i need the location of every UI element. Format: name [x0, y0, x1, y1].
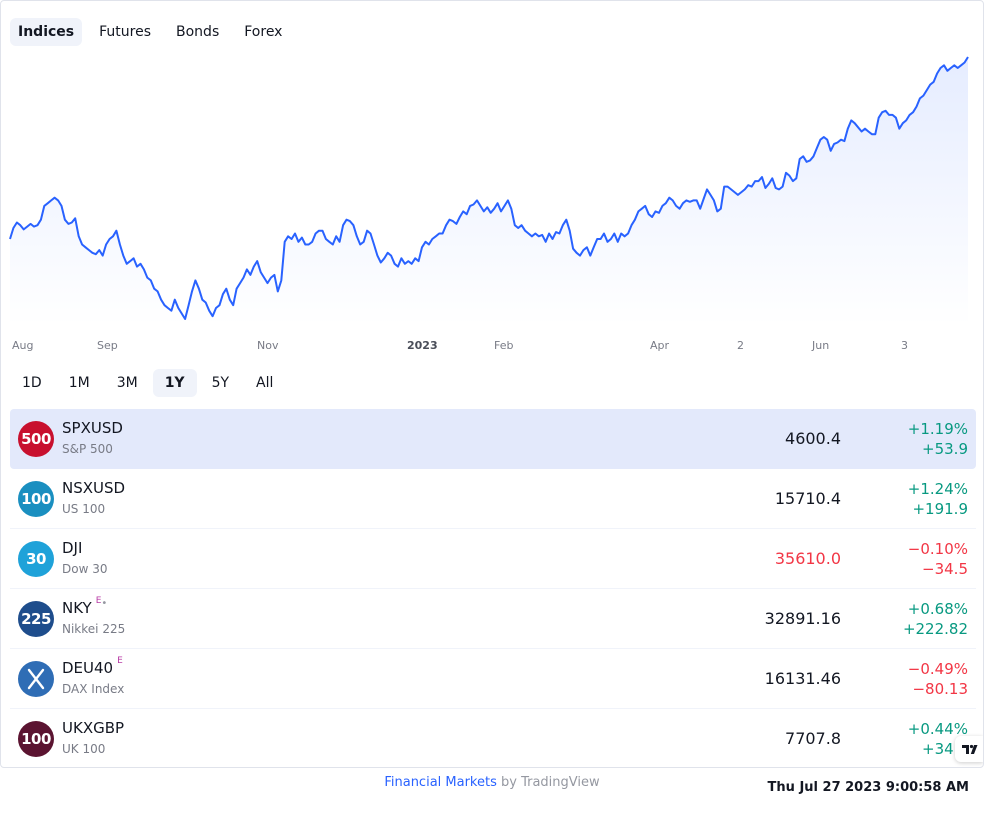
- change-percent: −0.49%: [907, 660, 968, 678]
- symbol-ticker: NKY: [62, 599, 92, 617]
- change-absolute: +53.9: [922, 440, 968, 458]
- financial-markets-link[interactable]: Financial Markets: [384, 775, 497, 790]
- symbol-ticker: UKXGBP: [62, 719, 125, 737]
- nikkei-logo-icon: 225: [18, 601, 54, 637]
- range-1d[interactable]: 1D: [22, 375, 42, 391]
- symbol-price: 7707.8: [785, 729, 841, 748]
- x-tick-label: Apr: [650, 339, 670, 352]
- tab-bonds[interactable]: Bonds: [176, 24, 220, 40]
- change-percent: +1.19%: [907, 420, 968, 438]
- symbol-list: 500 SPXUSD S&P 500 4600.4 +1.19% +53.9 1…: [10, 409, 976, 767]
- symbol-row-nsxusd[interactable]: 100 NSXUSD US 100 15710.4 +1.24% +191.9: [10, 469, 976, 529]
- tab-forex[interactable]: Forex: [244, 24, 283, 40]
- symbol-change: +1.24% +191.9: [908, 479, 968, 519]
- range-selector: 1D 1M 3M 1Y 5Y All: [10, 369, 288, 397]
- range-3m[interactable]: 3M: [116, 375, 138, 391]
- symbol-name: SPXUSD: [62, 419, 123, 437]
- symbol-change: +1.19% +53.9: [908, 419, 968, 459]
- tab-futures[interactable]: Futures: [99, 24, 152, 40]
- delayed-badge: E: [117, 656, 123, 666]
- tradingview-logo-glyph: [962, 744, 978, 754]
- range-all[interactable]: All: [256, 375, 274, 391]
- x-tick-label: Nov: [257, 339, 279, 352]
- spx-logo-icon: 500: [18, 421, 54, 457]
- range-5y[interactable]: 5Y: [211, 375, 230, 391]
- change-absolute: +191.9: [912, 500, 968, 518]
- change-percent: +0.44%: [907, 720, 968, 738]
- dax-x-icon: [18, 661, 54, 697]
- symbol-ticker: DJI: [62, 539, 83, 557]
- change-absolute: −80.13: [912, 680, 968, 698]
- symbol-price: 32891.16: [764, 609, 841, 628]
- attribution-footer: Financial Markets by TradingView: [0, 775, 984, 790]
- market-tabs: Indices Futures Bonds Forex: [10, 18, 299, 46]
- tab-indices[interactable]: Indices: [10, 18, 83, 46]
- x-tick-label: 3: [901, 339, 908, 352]
- symbol-name: DJI: [62, 539, 82, 557]
- symbol-description: Dow 30: [62, 562, 108, 576]
- symbol-name: NSXUSD: [62, 479, 125, 497]
- change-percent: +1.24%: [907, 480, 968, 498]
- symbol-name: UKXGBP: [62, 719, 124, 737]
- x-tick-label: 2023: [407, 339, 438, 352]
- x-tick-label: Aug: [12, 339, 33, 352]
- timestamp: Thu Jul 27 2023 9:00:58 AM: [767, 780, 969, 795]
- symbol-row-deu40[interactable]: DEU40 E DAX Index 16131.46 −0.49% −80.13: [10, 649, 976, 709]
- dji-logo-icon: 30: [18, 541, 54, 577]
- change-percent: −0.10%: [907, 540, 968, 558]
- symbol-row-spxusd[interactable]: 500 SPXUSD S&P 500 4600.4 +1.19% +53.9: [10, 409, 976, 469]
- range-1y[interactable]: 1Y: [152, 369, 197, 397]
- x-tick-label: Feb: [494, 339, 513, 352]
- symbol-price: 15710.4: [774, 489, 841, 508]
- price-chart[interactable]: Aug Sep Nov 2023 Feb Apr 2 Jun 3: [9, 51, 971, 361]
- symbol-change: +0.68% +222.82: [903, 599, 968, 639]
- symbol-change: −0.10% −34.5: [908, 539, 968, 579]
- change-percent: +0.68%: [907, 600, 968, 618]
- symbol-description: US 100: [62, 502, 106, 516]
- change-absolute: −34.5: [922, 560, 968, 578]
- change-absolute: +222.82: [902, 620, 968, 638]
- dax-x-glyph: [27, 668, 45, 690]
- market-overview-widget: Indices Futures Bonds Forex Aug Sep Nov 202…: [0, 0, 984, 768]
- tradingview-logo-icon[interactable]: [955, 736, 983, 762]
- symbol-price: 4600.4: [785, 429, 841, 448]
- x-tick-label: Jun: [811, 339, 829, 352]
- symbol-name: DEU40 E: [62, 656, 123, 677]
- x-tick-label: Sep: [97, 339, 118, 352]
- symbol-description: S&P 500: [62, 442, 113, 456]
- symbol-price: 35610.0: [774, 549, 841, 568]
- symbol-name: NKY E•: [62, 596, 108, 617]
- x-tick-label: 2: [737, 339, 744, 352]
- symbol-description: UK 100: [62, 742, 106, 756]
- range-1m[interactable]: 1M: [68, 375, 90, 391]
- delayed-badge: E: [95, 596, 102, 606]
- price-line: [9, 56, 969, 320]
- price-chart-svg[interactable]: Aug Sep Nov 2023 Feb Apr 2 Jun 3: [9, 51, 971, 361]
- symbol-row-nky[interactable]: 225 NKY E• Nikkei 225 32891.16 +0.68% +22…: [10, 589, 976, 649]
- symbol-description: Nikkei 225: [62, 622, 126, 636]
- symbol-ticker: SPXUSD: [62, 419, 123, 437]
- symbol-row-ukxgbp[interactable]: 100 UKXGBP UK 100 7707.8 +0.44% +34.1: [10, 709, 976, 767]
- attribution-by: by TradingView: [496, 775, 600, 790]
- symbol-price: 16131.46: [764, 669, 841, 688]
- price-area-fill: [10, 57, 968, 326]
- symbol-description: DAX Index: [62, 682, 125, 696]
- symbol-row-dji[interactable]: 30 DJI Dow 30 35610.0 −0.10% −34.5: [10, 529, 976, 589]
- ndx-logo-icon: 100: [18, 481, 54, 517]
- ftse-logo-icon: 100: [18, 721, 54, 757]
- market-closed-dot-icon: •: [101, 598, 108, 609]
- symbol-ticker: DEU40: [62, 659, 114, 677]
- symbol-ticker: NSXUSD: [62, 479, 126, 497]
- symbol-change: −0.49% −80.13: [908, 659, 968, 699]
